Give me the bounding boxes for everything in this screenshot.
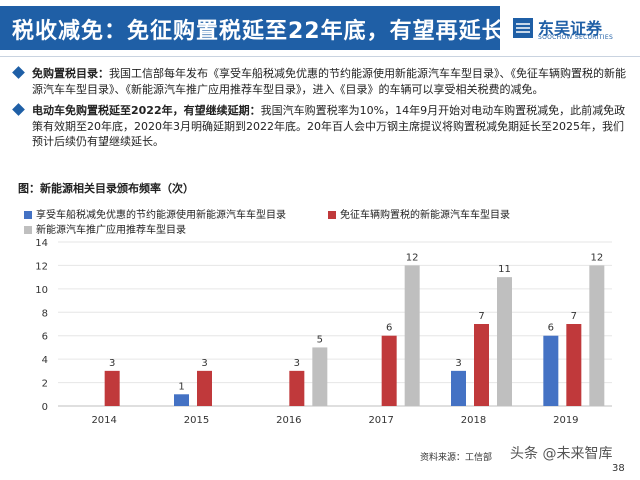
y-tick-label: 12 bbox=[35, 261, 48, 272]
bar-chart: 0 2 4 6 8 10 12 14 2014 3 2015 1 3 2016 3 5 2017 6 12 2018 3… bbox=[35, 238, 612, 426]
bar bbox=[174, 394, 189, 406]
bullet-item: 免购置税目录：我国工信部每年发布《享受车船税减免优惠的节约能源使用新能源汽车车型… bbox=[12, 66, 626, 97]
bar bbox=[543, 335, 559, 406]
data-label: 6 bbox=[548, 323, 554, 334]
logo-icon bbox=[513, 18, 533, 38]
legend-item: 免征车辆购置税的新能源汽车车型目录 bbox=[328, 206, 510, 221]
bullet-heading: 免购置税目录： bbox=[32, 67, 109, 80]
watermark: 头条 @未来智库 bbox=[510, 446, 613, 462]
data-label: 11 bbox=[498, 264, 511, 275]
bar bbox=[566, 324, 582, 406]
header: 税收减免：免征购置税延至22年底，有望再延长 东吴证券 SOOCHOW SECU… bbox=[0, 0, 640, 56]
x-tick-label: 2019 bbox=[553, 415, 578, 426]
bullet-list: 免购置税目录：我国工信部每年发布《享受车船税减免优惠的节约能源使用新能源汽车车型… bbox=[12, 66, 626, 156]
legend-label: 免征车辆购置税的新能源汽车车型目录 bbox=[340, 210, 510, 221]
data-label: 3 bbox=[294, 358, 300, 369]
company-logo: 东吴证券 SOOCHOW SECURITIES bbox=[512, 16, 632, 44]
data-label: 12 bbox=[590, 252, 603, 263]
data-label: 5 bbox=[317, 334, 323, 345]
bar bbox=[451, 370, 466, 406]
bar bbox=[474, 324, 489, 406]
bullet-item: 电动车免购置税延至2022年，有望继续延期：我国汽车购置税率为10%，14年9月… bbox=[12, 103, 626, 150]
data-label: 6 bbox=[386, 323, 392, 334]
legend-swatch bbox=[24, 226, 32, 234]
legend-item: 新能源汽车推广应用推荐车型目录 bbox=[24, 221, 186, 236]
header-divider bbox=[0, 56, 640, 57]
bar bbox=[197, 370, 212, 406]
logo-text-cn: 东吴证券 bbox=[538, 19, 603, 38]
diamond-bullet-icon bbox=[12, 66, 25, 79]
x-tick-label: 2014 bbox=[91, 415, 116, 426]
x-tick-label: 2018 bbox=[461, 415, 486, 426]
x-tick-label: 2016 bbox=[276, 415, 301, 426]
legend-label: 新能源汽车推广应用推荐车型目录 bbox=[36, 225, 186, 236]
y-tick-label: 14 bbox=[35, 238, 48, 249]
bar bbox=[289, 370, 305, 406]
bullet-heading: 电动车免购置税延至2022年，有望继续延期： bbox=[32, 104, 261, 117]
chart-title: 图：新能源相关目录颁布频率（次） bbox=[18, 182, 194, 195]
legend-swatch bbox=[24, 211, 32, 219]
title-bar: 税收减免：免征购置税延至22年底，有望再延长 bbox=[0, 6, 504, 50]
x-tick-label: 2017 bbox=[368, 415, 393, 426]
diamond-bullet-icon bbox=[12, 103, 25, 116]
data-label: 3 bbox=[201, 358, 207, 369]
source-note: 资料来源：工信部 bbox=[420, 453, 493, 463]
page-number: 38 bbox=[612, 463, 625, 474]
y-tick-label: 8 bbox=[42, 308, 48, 319]
bar bbox=[589, 265, 605, 406]
y-tick-label: 10 bbox=[35, 285, 48, 296]
bullet-text: 我国工信部每年发布《享受车船税减免优惠的节约能源使用新能源汽车车型目录》、《免征… bbox=[32, 67, 626, 96]
legend-item: 享受车船税减免优惠的节约能源使用新能源汽车车型目录 bbox=[24, 206, 286, 221]
bar bbox=[381, 335, 397, 406]
x-tick-label: 2015 bbox=[184, 415, 209, 426]
legend-swatch bbox=[328, 211, 336, 219]
bar bbox=[404, 265, 420, 406]
page-title: 税收减免：免征购置税延至22年底，有望再延长 bbox=[12, 19, 505, 44]
bar bbox=[312, 347, 328, 406]
bar bbox=[104, 370, 120, 406]
data-label: 3 bbox=[455, 358, 461, 369]
bullet-text: 我国汽车购置税率为10%，14年9月开始对电动车购置税减免，此前减免政策有效期至… bbox=[32, 104, 626, 148]
data-label: 7 bbox=[478, 311, 484, 322]
y-tick-label: 6 bbox=[42, 332, 48, 343]
legend-label: 享受车船税减免优惠的节约能源使用新能源汽车车型目录 bbox=[36, 210, 286, 221]
logo-text-en: SOOCHOW SECURITIES bbox=[538, 34, 614, 41]
data-label: 3 bbox=[109, 358, 115, 369]
data-label: 12 bbox=[406, 252, 419, 263]
y-tick-label: 0 bbox=[42, 402, 48, 413]
bar bbox=[497, 277, 512, 406]
y-tick-label: 4 bbox=[42, 355, 48, 366]
y-tick-label: 2 bbox=[42, 379, 48, 390]
data-label: 1 bbox=[178, 381, 184, 392]
data-label: 7 bbox=[571, 311, 577, 322]
